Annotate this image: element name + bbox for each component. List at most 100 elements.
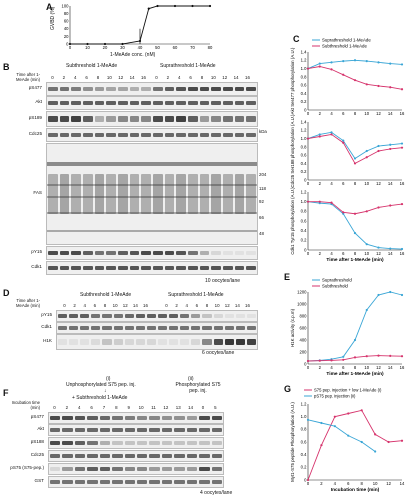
blot-band [74, 441, 86, 445]
blot-band [106, 116, 116, 122]
panel-d-group1: Subthreshold 1-MeAde [80, 292, 132, 298]
blot-band [48, 116, 58, 122]
c2-point [306, 200, 310, 203]
f-lane-11: 14 [188, 405, 194, 410]
g-point [333, 415, 336, 418]
blot-akt [46, 96, 258, 110]
g-ytick: 0.4 [301, 452, 307, 457]
d-supra-lane-4: 8 [205, 303, 209, 308]
blot-band [161, 454, 173, 458]
panel-f-label-ii-text: Phosphorylated S75 pep. inj. [175, 382, 221, 394]
blot-band [199, 250, 210, 256]
b-supra-lane-2: 4 [178, 75, 181, 80]
b-sub-lane-1: 2 [62, 75, 66, 80]
c0-xtick: 16 [400, 111, 405, 116]
blot-f-cdc25 [48, 450, 224, 462]
f-lane-5: 8 [115, 405, 118, 410]
g-point [333, 425, 336, 428]
blot-label-ps477: pS477 [28, 85, 42, 90]
e-ytick: 1000 [297, 301, 307, 306]
blot-band [83, 174, 93, 214]
blot-band [153, 265, 163, 271]
blot-band [102, 339, 112, 345]
blot-label-f-akt: Akt [37, 426, 44, 431]
c0-point [400, 88, 404, 91]
blot-band [199, 441, 210, 445]
blot-band [80, 326, 90, 330]
e-point [353, 338, 357, 342]
fas-band [47, 184, 257, 186]
d-sub-lane-6: 12 [122, 303, 128, 308]
e-xlabel: Time after 1-MeAde (min) [326, 371, 384, 377]
mw-marker: 204 [259, 172, 267, 177]
d-sub-lane-4: 8 [103, 303, 107, 308]
blot-band [158, 326, 168, 330]
c2-xtick: 8 [354, 251, 357, 256]
f-lane-0: 0 [53, 405, 56, 410]
blot-band [176, 116, 186, 122]
c-legend-supra: Suprathreshold 1-MeAde [322, 38, 371, 43]
e-xtick: 14 [388, 365, 393, 370]
blot-f-gst [48, 476, 224, 488]
f-lane-12: 0 [201, 405, 205, 410]
blot-band [176, 265, 186, 271]
c2-xtick: 14 [388, 251, 393, 256]
blot-band [211, 250, 221, 256]
c2-xtick: 10 [364, 251, 369, 256]
c1-point [365, 156, 368, 159]
blot-cdc25 [46, 128, 258, 142]
panel-d-lanes-supra: 0 2 4 6 8 10 12 14 16 [162, 303, 252, 308]
c2-ylabel: Cdk1 Tyr15 phosphorylation (A.U.) [290, 187, 295, 255]
blot-band [124, 454, 135, 458]
c2-ytick: 0.4 [301, 228, 307, 233]
b-sub-lane-7: 14 [129, 75, 135, 80]
blot-ps189 [46, 111, 258, 127]
a-ytick: 40 [64, 26, 69, 31]
blot-band [74, 454, 86, 458]
blot-d-cdk1 [56, 322, 258, 334]
f-lane-4: 7 [102, 405, 106, 410]
blot-band [87, 428, 98, 432]
blot-band [137, 416, 148, 420]
d-sub-lane-3: 6 [93, 303, 97, 308]
c2-point [365, 210, 368, 213]
blot-band [94, 265, 105, 271]
c0-xtick: 4 [330, 111, 333, 116]
blot-band [161, 441, 173, 445]
blot-band [246, 326, 256, 330]
b-supra-lane-1: 2 [166, 75, 170, 80]
blot-band [106, 250, 116, 256]
c0-point [377, 61, 380, 64]
blot-label-d-py15: pY15 [41, 312, 52, 317]
a-xtick: 10 [85, 45, 90, 50]
mw-marker: 66 [259, 215, 264, 220]
blot-band [50, 416, 61, 420]
a-point [191, 4, 194, 8]
d-sub-lane-2: 4 [83, 303, 86, 308]
blot-band [124, 467, 135, 471]
e-point [342, 355, 345, 358]
a-xtick: 40 [138, 45, 143, 50]
c2-ytick: 0 [304, 247, 307, 252]
blot-band [48, 100, 58, 106]
g-ytick: 0.8 [301, 427, 307, 432]
blot-band [99, 480, 111, 484]
a-xtick: 80 [208, 45, 213, 50]
blot-label-fas: FAS [33, 190, 42, 195]
a-point [208, 4, 212, 8]
c2-xlabel: Time after 1-MeAde (min) [326, 257, 384, 263]
blot-band [106, 265, 116, 271]
g-point [360, 409, 363, 412]
panel-f-sub-label: + Subthreshold 1-MeAde [72, 395, 128, 401]
a-point [68, 42, 72, 46]
f-lane-3: 6 [90, 405, 93, 410]
blot-band [48, 132, 58, 138]
blot-band [164, 100, 175, 106]
c0-point [318, 65, 321, 68]
c2-xtick: 12 [376, 251, 381, 256]
d-sub-lane-7: 14 [132, 303, 138, 308]
blot-band [188, 250, 198, 256]
blot-band [174, 454, 185, 458]
blot-band [137, 480, 148, 484]
e-xtick: 4 [330, 365, 333, 370]
